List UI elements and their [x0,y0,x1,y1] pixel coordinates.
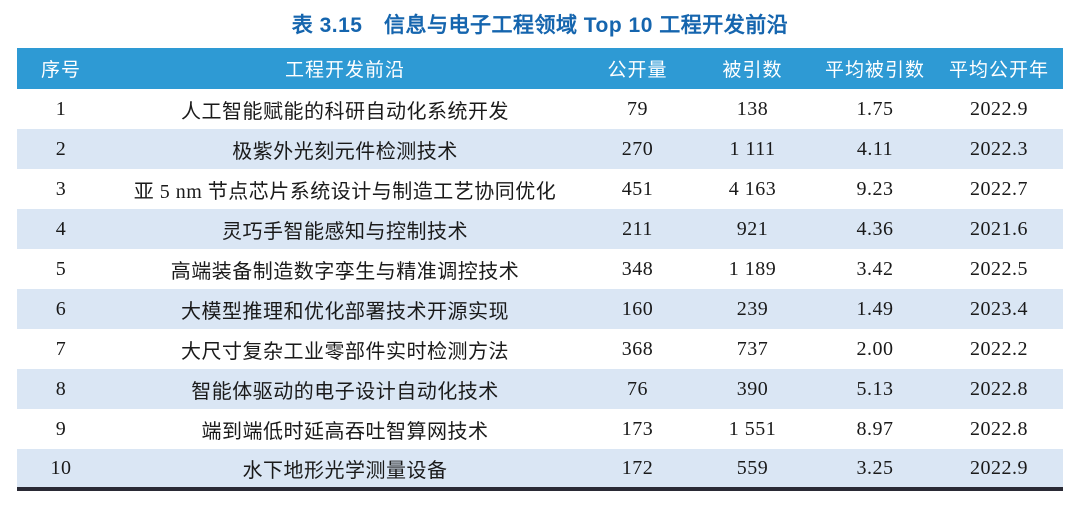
table-body: 1 人工智能赋能的科研自动化系统开发 79 138 1.75 2022.9 2 极紫外光刻元件… [17,89,1063,489]
cell-avg-year: 2022.9 [970,456,1028,479]
cell-front: 灵巧手智能感知与控制技术 [222,220,468,243]
cell-rank: 10 [50,456,72,479]
cell-rank: 8 [55,377,67,400]
cell-front: 水下地形光学测量设备 [242,459,448,482]
cell-citations: 1 189 [728,257,777,280]
cell-avg-year: 2022.8 [970,417,1028,440]
cell-avg-year: 2021.6 [970,217,1028,240]
header-avg-citations: 平均被引数 [815,48,935,89]
cell-avg-year: 2022.3 [970,137,1028,160]
cell-avg-year: 2023.4 [970,297,1028,320]
table-row: 7 大尺寸复杂工业零部件实时检测方法 368 737 2.00 2022.2 [17,329,1063,369]
cell-avg-year: 2022.8 [970,377,1028,400]
cell-citations: 239 [736,297,769,320]
cell-avg-citations: 3.42 [856,257,894,280]
cell-front: 大模型推理和优化部署技术开源实现 [181,300,509,323]
table-row: 3 亚 5 nm 节点芯片系统设计与制造工艺协同优化 451 4 163 9.23 202… [17,169,1063,209]
cell-avg-citations: 4.36 [856,217,894,240]
cell-citations: 4 163 [728,177,777,200]
cell-avg-citations: 1.75 [856,97,894,120]
cell-avg-year: 2022.5 [970,257,1028,280]
header-front: 工程开发前沿 [105,48,585,89]
cell-citations: 1 551 [728,417,777,440]
cell-front: 亚 5 nm 节点芯片系统设计与制造工艺协同优化 [133,180,557,203]
cell-publications: 211 [622,217,653,240]
cell-rank: 9 [55,417,67,440]
cell-publications: 172 [621,456,654,479]
cell-publications: 368 [621,337,654,360]
table-row: 4 灵巧手智能感知与控制技术 211 921 4.36 2021.6 [17,209,1063,249]
table-row: 9 端到端低时延高吞吐智算网技术 173 1 551 8.97 2022.8 [17,409,1063,449]
table-title: 表 3.15 信息与电子工程领域 Top 10 工程开发前沿 [291,14,789,37]
cell-citations: 559 [736,456,769,479]
cell-rank: 3 [55,177,67,200]
cell-rank: 1 [55,97,67,120]
header-citations: 被引数 [690,48,815,89]
cell-avg-year: 2022.9 [970,97,1028,120]
cell-publications: 348 [621,257,654,280]
table-header-row: 序号 工程开发前沿 公开量 被引数 平均被引数 平均公开年 [17,48,1063,89]
cell-front: 智能体驱动的电子设计自动化技术 [191,380,499,403]
table-row: 2 极紫外光刻元件检测技术 270 1 111 4.11 2022.3 [17,129,1063,169]
table-row: 8 智能体驱动的电子设计自动化技术 76 390 5.13 2022.8 [17,369,1063,409]
cell-publications: 76 [627,377,648,400]
header-publications: 公开量 [585,48,690,89]
cell-avg-citations: 1.49 [856,297,894,320]
table-row: 6 大模型推理和优化部署技术开源实现 160 239 1.49 2023.4 [17,289,1063,329]
cell-avg-citations: 2.00 [856,337,894,360]
table-row: 1 人工智能赋能的科研自动化系统开发 79 138 1.75 2022.9 [17,89,1063,129]
cell-citations: 737 [736,337,769,360]
header-avg-year: 平均公开年 [935,48,1063,89]
cell-publications: 451 [621,177,654,200]
cell-publications: 173 [621,417,654,440]
cell-avg-citations: 4.11 [856,137,894,160]
cell-front: 人工智能赋能的科研自动化系统开发 [181,100,509,123]
cell-avg-year: 2022.7 [970,177,1028,200]
cell-front: 极紫外光刻元件检测技术 [232,140,458,163]
cell-avg-citations: 3.25 [856,456,894,479]
engineering-fronts-table: 序号 工程开发前沿 公开量 被引数 平均被引数 平均公开年 1 人工智能赋能的科研… [17,48,1063,491]
cell-avg-citations: 8.97 [856,417,894,440]
cell-publications: 160 [621,297,654,320]
cell-citations: 390 [736,377,769,400]
cell-publications: 79 [627,97,648,120]
cell-front: 高端装备制造数字孪生与精准调控技术 [170,260,520,283]
cell-avg-citations: 5.13 [856,377,894,400]
cell-rank: 5 [55,257,67,280]
cell-citations: 921 [736,217,769,240]
cell-rank: 7 [55,337,67,360]
cell-rank: 6 [55,297,67,320]
cell-rank: 4 [55,217,67,240]
table-header: 序号 工程开发前沿 公开量 被引数 平均被引数 平均公开年 [17,48,1063,89]
cell-avg-citations: 9.23 [856,177,894,200]
table-row: 10 水下地形光学测量设备 172 559 3.25 2022.9 [17,449,1063,489]
table-row: 5 高端装备制造数字孪生与精准调控技术 348 1 189 3.42 2022.5 [17,249,1063,289]
cell-rank: 2 [55,137,67,160]
cell-front: 端到端低时延高吞吐智算网技术 [201,420,489,443]
cell-citations: 138 [736,97,769,120]
cell-publications: 270 [621,137,654,160]
cell-avg-year: 2022.2 [970,337,1028,360]
header-rank: 序号 [17,48,105,89]
cell-citations: 1 111 [729,137,776,160]
cell-front: 大尺寸复杂工业零部件实时检测方法 [181,340,509,363]
